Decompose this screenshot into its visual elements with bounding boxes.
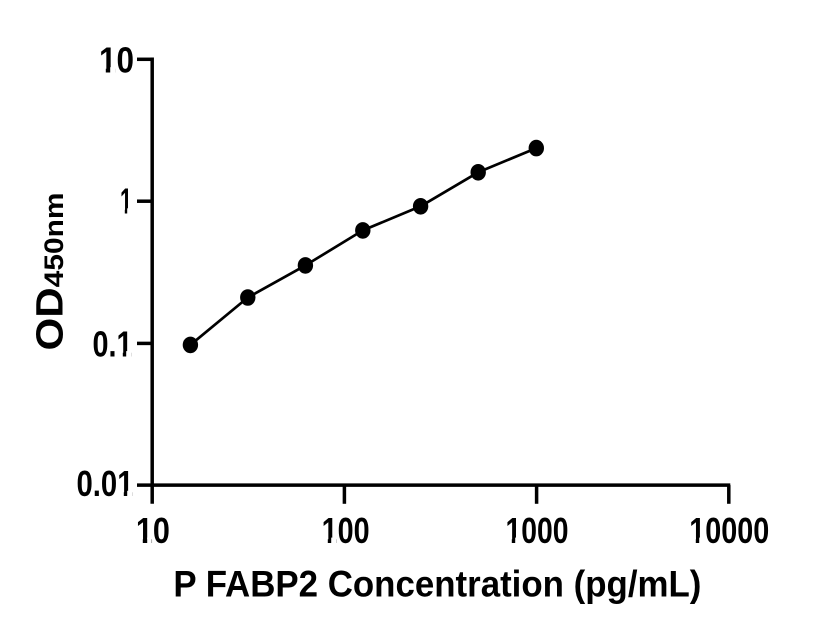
svg-text:0.01: 0.01: [77, 463, 134, 504]
svg-text:1: 1: [120, 181, 132, 222]
svg-text:10: 10: [99, 39, 134, 80]
svg-text:0.1: 0.1: [93, 323, 133, 364]
svg-text:P FABP2 Concentration (pg/mL): P FABP2 Concentration (pg/mL): [173, 564, 701, 605]
svg-text:10000: 10000: [689, 510, 769, 551]
svg-text:1000: 1000: [506, 510, 569, 551]
svg-text:100: 100: [322, 510, 370, 551]
svg-text:10: 10: [136, 510, 170, 551]
